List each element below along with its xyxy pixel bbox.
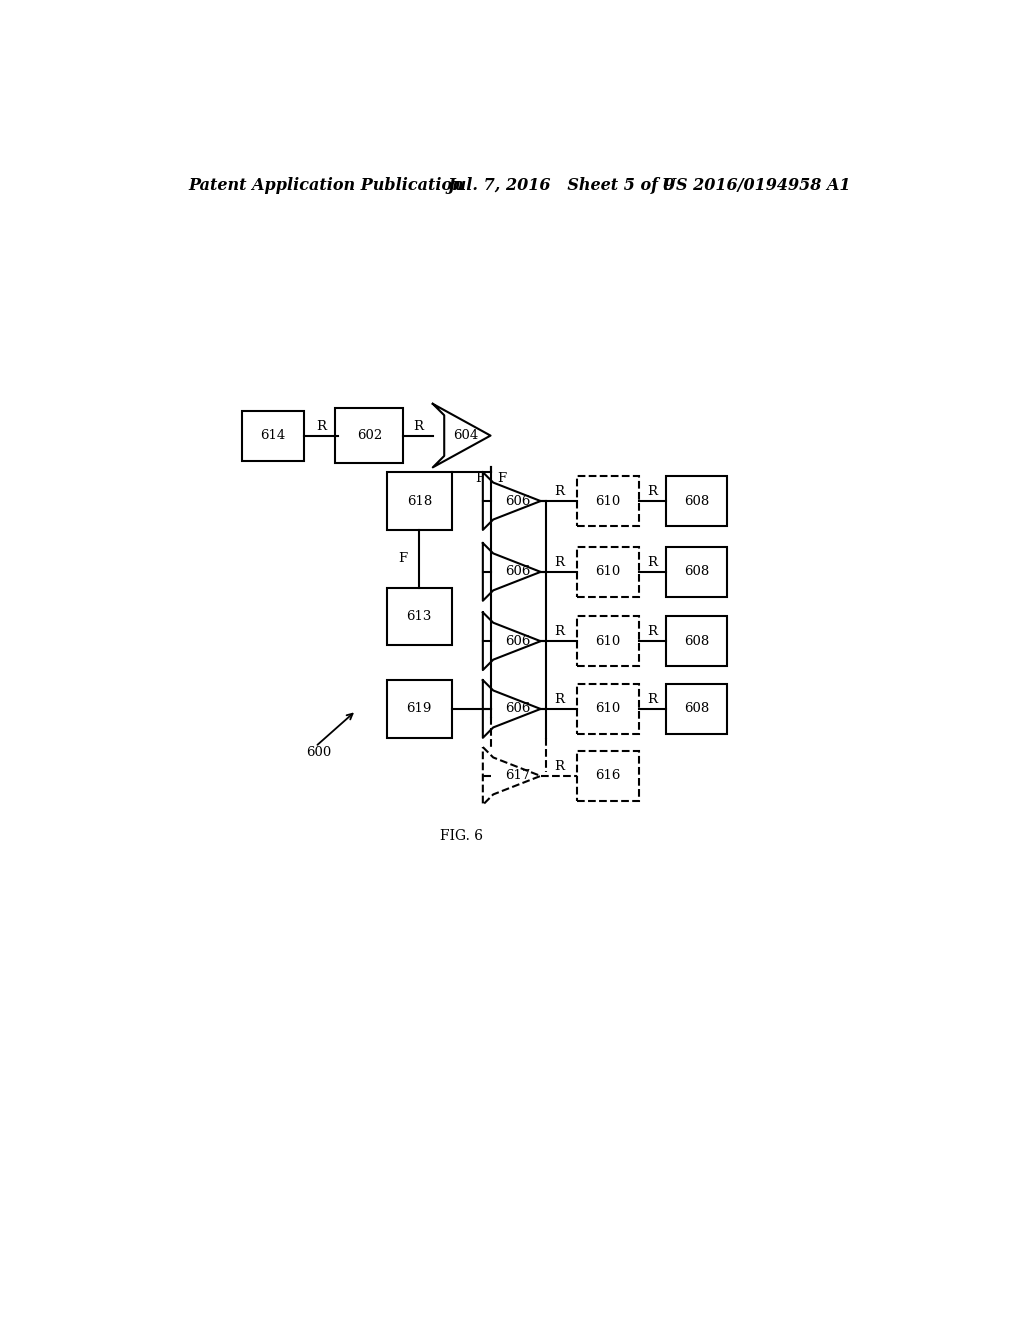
Bar [578, 546, 639, 597]
Text: R: R [554, 556, 564, 569]
Text: R: R [316, 420, 326, 433]
Bar [578, 684, 639, 734]
Text: 604: 604 [453, 429, 478, 442]
Bar [666, 616, 727, 667]
Bar [387, 473, 452, 529]
Text: 619: 619 [407, 702, 432, 715]
Text: 602: 602 [356, 429, 382, 442]
Text: Jul. 7, 2016   Sheet 5 of 9: Jul. 7, 2016 Sheet 5 of 9 [447, 177, 676, 194]
Bar [578, 477, 639, 527]
Text: F: F [497, 473, 506, 486]
Text: R: R [647, 556, 657, 569]
Text: 600: 600 [306, 746, 332, 759]
Text: R: R [554, 693, 564, 706]
Text: R: R [554, 486, 564, 499]
Bar [666, 684, 727, 734]
Text: 613: 613 [407, 610, 432, 623]
Bar [387, 587, 452, 645]
Text: R: R [554, 626, 564, 639]
Text: R: R [413, 420, 423, 433]
Text: 606: 606 [505, 565, 530, 578]
Text: 610: 610 [595, 635, 621, 648]
Bar [387, 680, 452, 738]
Bar [336, 408, 403, 463]
Text: 610: 610 [595, 702, 621, 715]
Text: 606: 606 [505, 635, 530, 648]
Text: F: F [475, 473, 484, 486]
Text: 608: 608 [684, 702, 710, 715]
Text: F: F [397, 552, 407, 565]
Text: US 2016/0194958 A1: US 2016/0194958 A1 [662, 177, 850, 194]
Text: R: R [647, 693, 657, 706]
Text: 614: 614 [260, 429, 286, 442]
Text: 606: 606 [505, 702, 530, 715]
Text: R: R [554, 760, 564, 774]
Bar [578, 616, 639, 667]
Bar [243, 411, 304, 461]
Text: 608: 608 [684, 495, 710, 508]
Text: 608: 608 [684, 635, 710, 648]
Text: FIG. 6: FIG. 6 [440, 829, 483, 843]
Text: 610: 610 [595, 495, 621, 508]
Bar [578, 751, 639, 801]
Text: R: R [647, 486, 657, 499]
Bar [666, 477, 727, 527]
Text: R: R [647, 626, 657, 639]
Text: 618: 618 [407, 495, 432, 508]
Bar [666, 546, 727, 597]
Text: 608: 608 [684, 565, 710, 578]
Text: 616: 616 [595, 770, 621, 783]
Text: 617: 617 [505, 770, 530, 783]
Text: 606: 606 [505, 495, 530, 508]
Text: Patent Application Publication: Patent Application Publication [188, 177, 464, 194]
Text: 610: 610 [595, 565, 621, 578]
